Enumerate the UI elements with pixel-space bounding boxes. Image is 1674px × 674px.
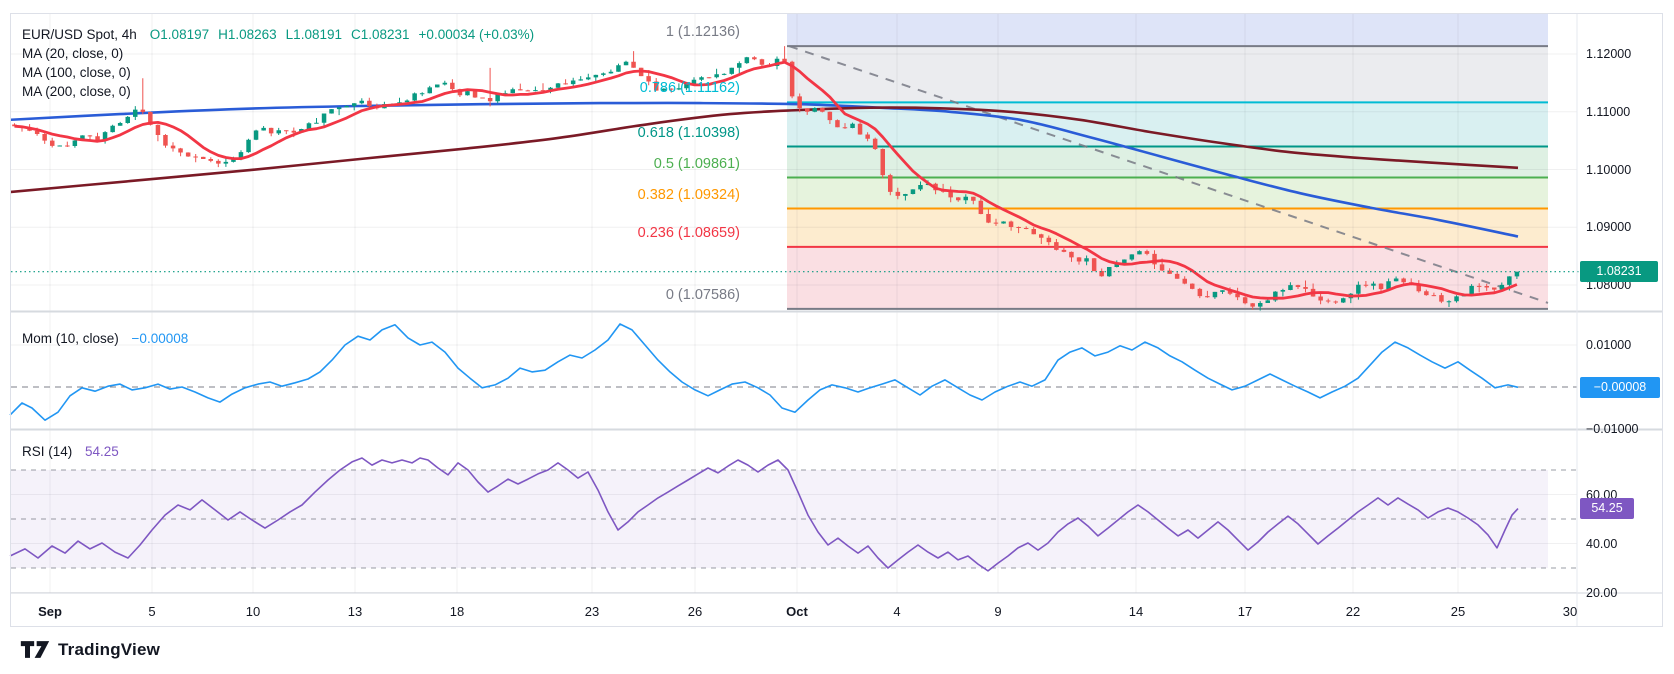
rsi-legend-value: 54.25: [85, 444, 119, 459]
descending-trendline[interactable]: [788, 45, 1549, 304]
rsi-line[interactable]: [9, 457, 1519, 572]
momentum-line[interactable]: [9, 323, 1519, 421]
ohlc-change: +0.00034 (+0.03%): [418, 27, 535, 42]
ma100-legend[interactable]: MA (100, close, 0): [22, 65, 131, 80]
tradingview-logo-text: TradingView: [58, 639, 161, 659]
momentum-legend-title: Mom (10, close): [22, 331, 119, 346]
symbol-legend-row: EUR/USD Spot, 4h O1.08197 H1.08263 L1.08191…: [22, 25, 534, 44]
widget-frame: [10, 13, 1663, 627]
fib-bands: [787, 14, 1548, 309]
tradingview-logo-icon: [20, 641, 50, 658]
ma20-line[interactable]: [14, 60, 1518, 300]
rsi-legend-title: RSI (14): [22, 444, 73, 459]
candlestick-series[interactable]: [12, 46, 1520, 313]
symbol-legend[interactable]: EUR/USD Spot, 4h O1.08197 H1.08263 L1.08191…: [22, 25, 534, 101]
pane-separators[interactable]: [10, 310, 1663, 431]
momentum-value-badge: −0.00008: [1580, 376, 1660, 398]
symbol-title[interactable]: EUR/USD Spot, 4h: [22, 27, 137, 42]
momentum-legend[interactable]: Mom (10, close) −0.00008: [22, 329, 188, 348]
ohlc-close: C1.08231: [350, 27, 410, 42]
momentum-legend-value: −0.00008: [131, 331, 189, 346]
last-price-badge: 1.08231: [1580, 261, 1658, 283]
fib-level-lines[interactable]: [787, 45, 1548, 310]
ohlc-low: L1.08191: [285, 27, 342, 42]
ma20-legend[interactable]: MA (20, close, 0): [22, 46, 124, 61]
ma200-line[interactable]: [10, 106, 1519, 194]
rsi-guides: [11, 469, 1577, 569]
tradingview-logo[interactable]: TradingView: [20, 639, 160, 660]
ma200-legend[interactable]: MA (200, close, 0): [22, 84, 131, 99]
rsi-legend[interactable]: RSI (14) 54.25: [22, 442, 119, 461]
rsi-value-badge: 54.25: [1580, 498, 1634, 520]
ohlc-open: O1.08197: [149, 27, 210, 42]
ohlc-high: H1.08263: [218, 27, 277, 42]
